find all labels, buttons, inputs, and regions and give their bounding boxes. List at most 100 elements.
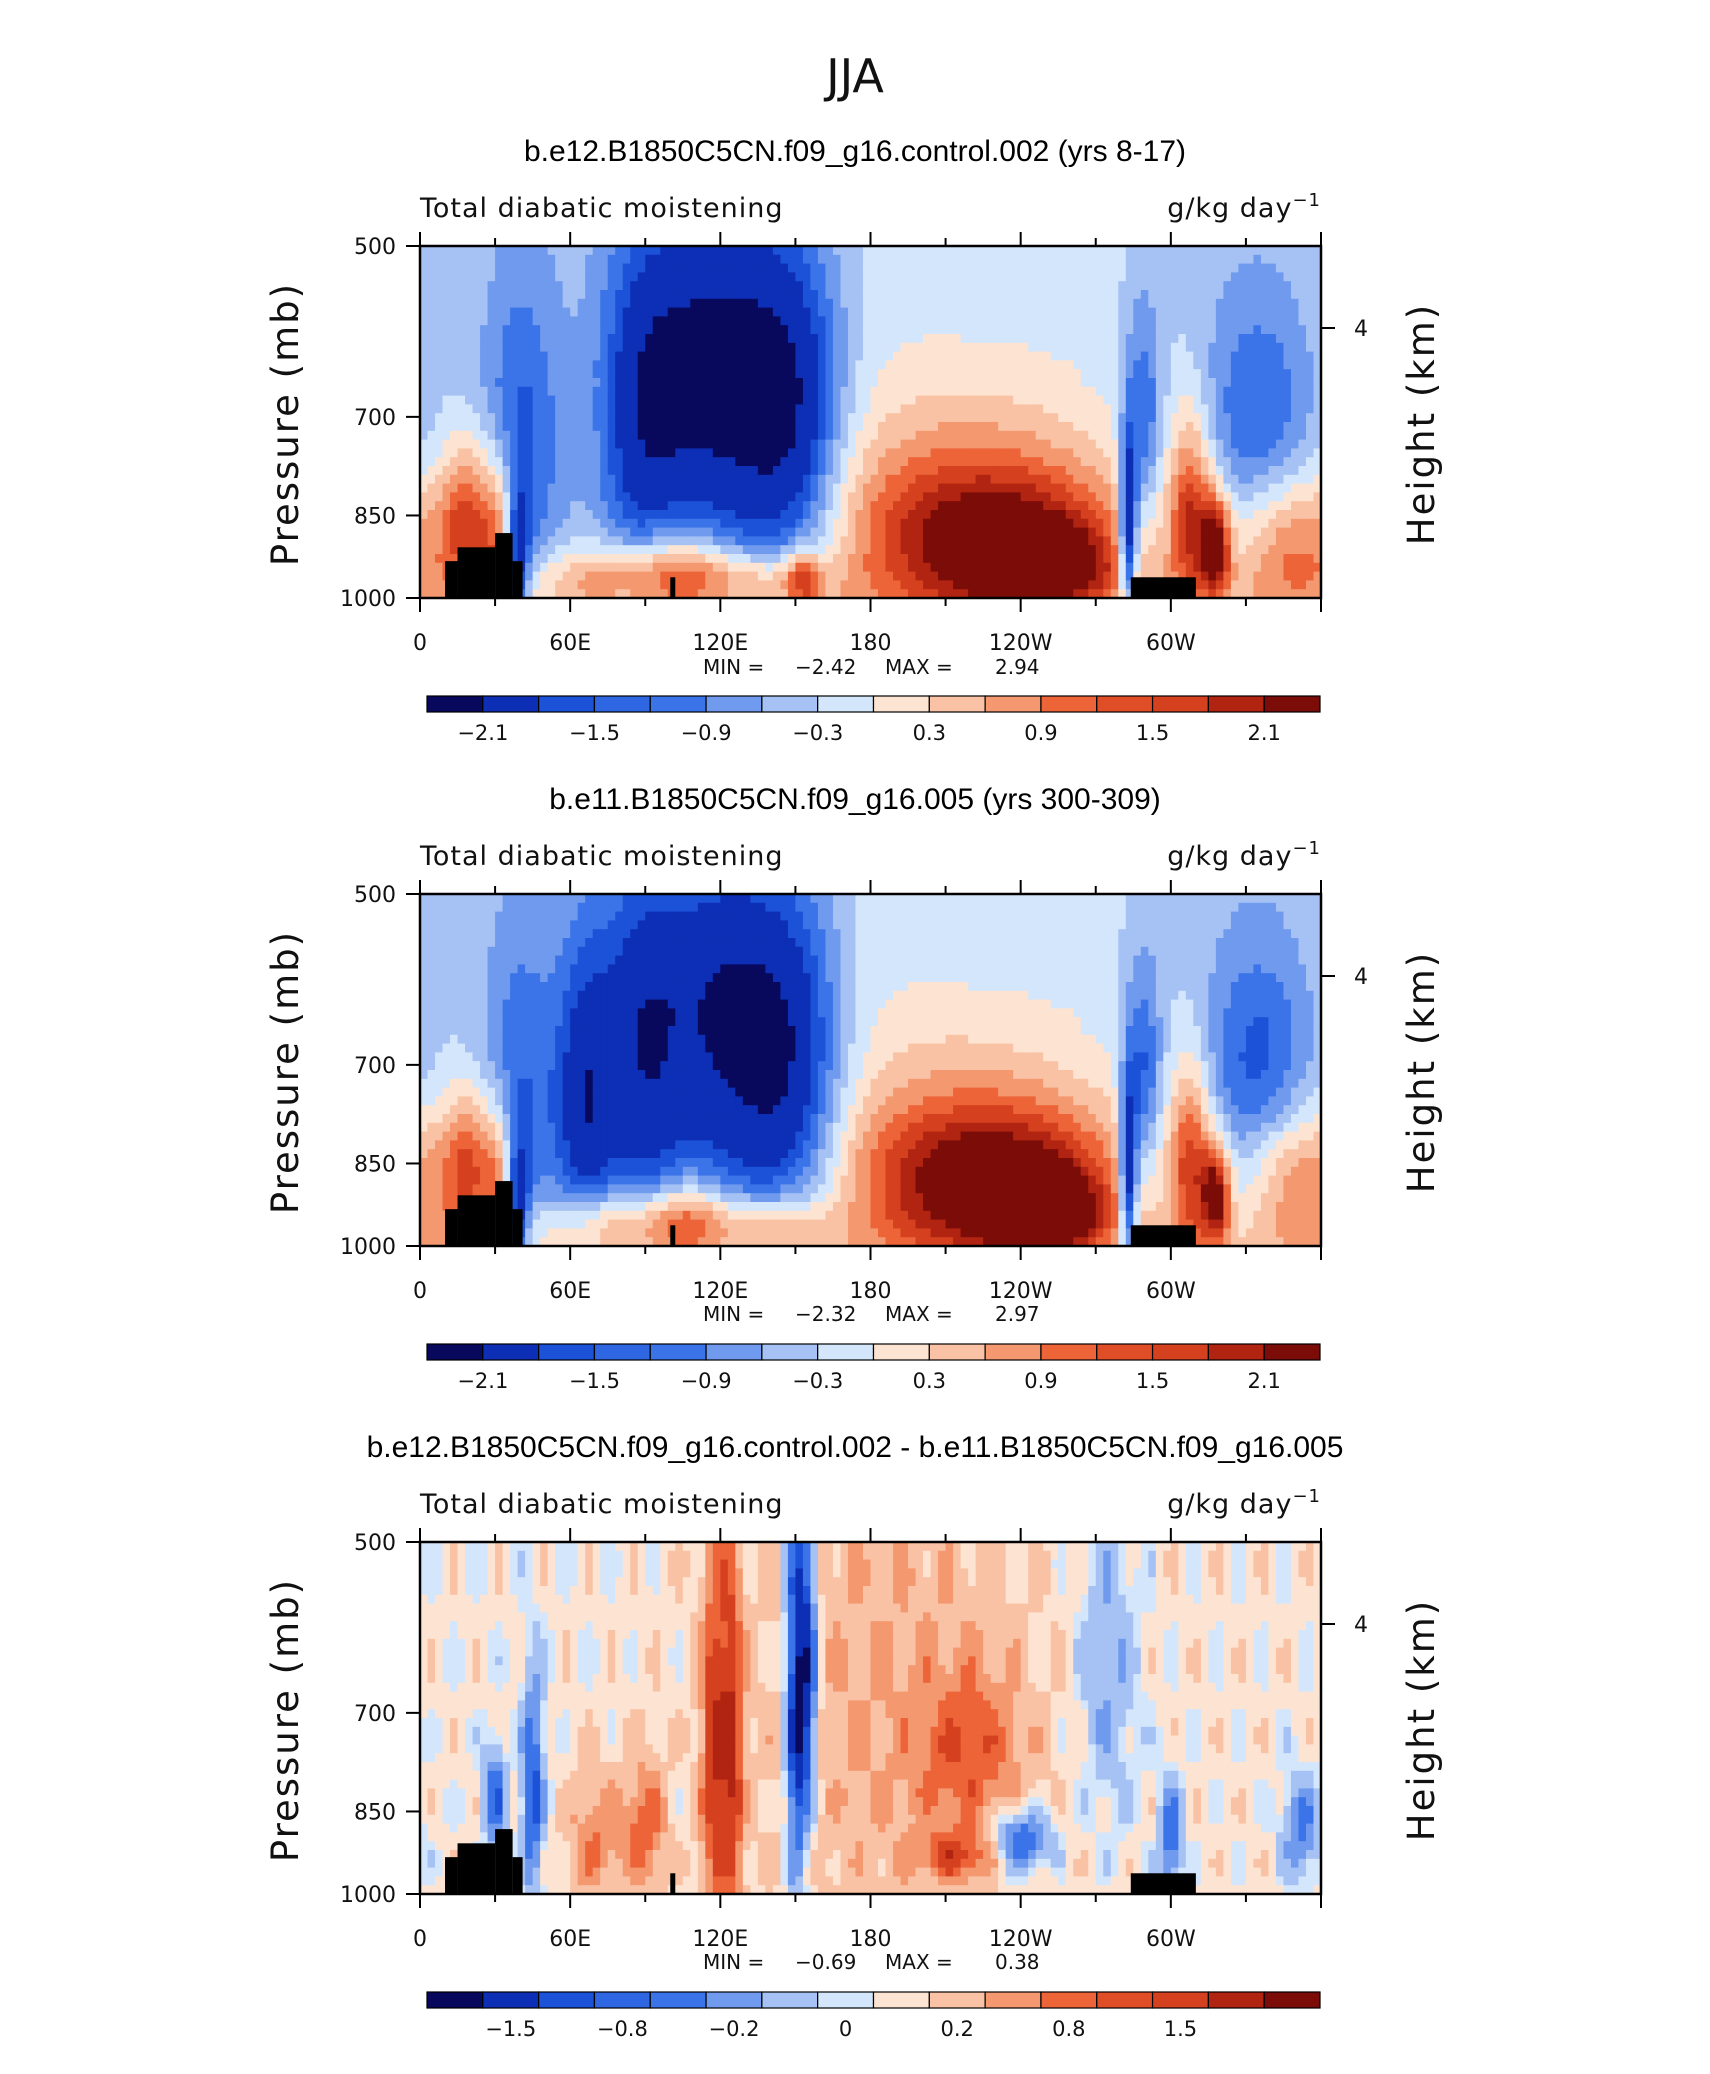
field-cell <box>945 325 954 335</box>
field-cell <box>893 510 902 520</box>
field-cell <box>832 492 842 502</box>
field-cell <box>787 510 797 520</box>
field-cell <box>1110 554 1119 564</box>
field-cell <box>772 518 781 529</box>
field-cell <box>517 369 526 379</box>
units-label: g/kg day−1 <box>1167 838 1321 872</box>
field-cell <box>712 466 721 476</box>
field-cell <box>427 263 436 273</box>
field-cell <box>630 501 639 511</box>
field-cell <box>1313 466 1322 476</box>
field-cell <box>607 316 616 326</box>
field-cell <box>780 518 789 529</box>
field-cell <box>1035 492 1044 502</box>
field-cell <box>832 894 842 904</box>
field-cell <box>908 580 917 590</box>
field-cell <box>1155 281 1164 291</box>
field-cell <box>592 325 601 335</box>
field-cell <box>615 422 624 432</box>
field-cell <box>450 518 459 529</box>
field-cell <box>847 518 857 529</box>
field-cell <box>765 307 774 317</box>
field-cell <box>1223 589 1232 599</box>
field-cell <box>923 395 932 405</box>
field-cell <box>780 536 789 546</box>
field-cell <box>938 492 947 502</box>
field-cell <box>1283 439 1292 449</box>
field-cell <box>870 527 879 537</box>
field-cell <box>1208 254 1217 265</box>
field-cell <box>1133 571 1142 581</box>
field-cell <box>592 483 601 493</box>
field-cell <box>1268 448 1277 458</box>
field-cell <box>998 510 1007 520</box>
field-cell <box>525 536 534 546</box>
field-cell <box>1035 307 1044 317</box>
field-cell <box>923 351 932 361</box>
field-cell <box>810 580 819 590</box>
field-cell <box>998 466 1007 476</box>
field-cell <box>435 510 444 520</box>
field-cell <box>847 395 857 405</box>
field-cell <box>1095 298 1104 309</box>
field-cell <box>953 378 962 388</box>
field-cell <box>607 290 616 300</box>
field-cell <box>750 395 759 405</box>
field-cell <box>1155 360 1164 370</box>
field-cell <box>825 404 834 414</box>
field-cell <box>1313 290 1322 300</box>
field-cell <box>802 386 812 397</box>
field-cell <box>772 527 781 537</box>
field-cell <box>1103 298 1112 309</box>
field-cell <box>1155 894 1164 904</box>
field-cell <box>1088 263 1097 273</box>
field-cell <box>1178 290 1187 300</box>
field-cell <box>862 527 872 537</box>
field-cell <box>592 894 601 904</box>
field-cell <box>465 369 474 379</box>
field-cell <box>1253 571 1262 581</box>
field-cell <box>878 360 887 370</box>
field-cell <box>615 386 624 397</box>
field-cell <box>795 536 804 546</box>
field-cell <box>855 298 864 309</box>
field-cell <box>1005 334 1014 344</box>
field-cell <box>810 439 819 449</box>
field-cell <box>487 536 496 546</box>
field-cell <box>705 527 714 537</box>
field-cell <box>1290 281 1300 291</box>
field-cell <box>1305 325 1315 335</box>
field-cell <box>645 527 654 537</box>
field-cell <box>735 360 744 370</box>
field-cell <box>442 307 451 317</box>
field-cell <box>1305 466 1315 476</box>
field-cell <box>555 404 564 414</box>
field-cell <box>1125 571 1134 581</box>
field-cell <box>832 378 842 388</box>
field-cell <box>555 360 564 370</box>
field-cell <box>923 894 932 904</box>
field-cell <box>870 272 879 282</box>
field-cell <box>420 492 429 502</box>
field-cell <box>1305 571 1315 581</box>
field-cell <box>1140 404 1149 414</box>
field-cell <box>1283 518 1292 529</box>
field-cell <box>427 298 436 309</box>
field-cell <box>645 404 654 414</box>
field-cell <box>1215 430 1224 441</box>
field-cell <box>1073 272 1082 282</box>
field-cell <box>983 474 992 485</box>
field-cell <box>968 589 977 599</box>
field-cell <box>1260 413 1270 423</box>
field-cell <box>1080 430 1089 441</box>
field-cell <box>757 404 766 414</box>
field-cell <box>1050 474 1059 485</box>
field-cell <box>1110 281 1119 291</box>
field-cell <box>750 527 759 537</box>
field-cell <box>577 342 586 353</box>
y-right-tick-label: 4 <box>1354 317 1368 342</box>
field-cell <box>697 334 706 344</box>
field-cell <box>577 474 586 485</box>
field-cell <box>1215 404 1224 414</box>
field-cell <box>1148 246 1157 256</box>
